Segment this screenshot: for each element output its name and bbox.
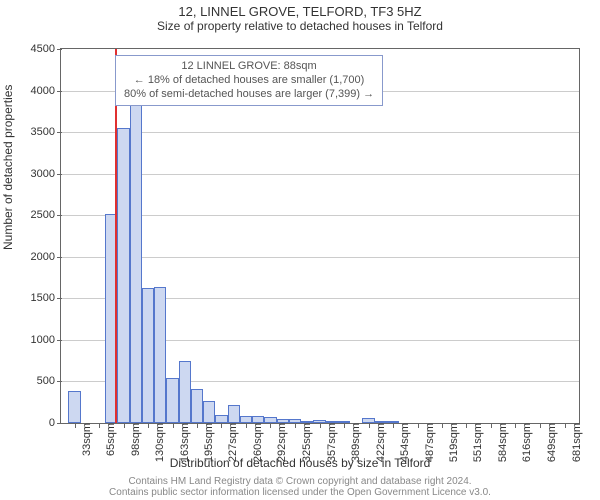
- y-tick-label: 2000: [31, 251, 61, 263]
- x-tick-mark: [124, 423, 125, 428]
- y-tick-label: 4000: [31, 85, 61, 97]
- histogram-bar: [166, 378, 178, 423]
- y-tick-label: 500: [37, 375, 61, 387]
- x-axis-label: Distribution of detached houses by size …: [0, 456, 600, 470]
- x-tick-label: 33sqm: [79, 423, 93, 456]
- x-tick-mark: [320, 423, 321, 428]
- histogram-bar: [68, 391, 80, 423]
- credit-line: Contains HM Land Registry data © Crown c…: [0, 476, 600, 487]
- y-tick-label: 1000: [31, 334, 61, 346]
- x-tick-mark: [540, 423, 541, 428]
- callout-line: 12 LINNEL GROVE: 88sqm: [124, 60, 374, 74]
- x-tick-mark: [270, 423, 271, 428]
- x-tick-mark: [221, 423, 222, 428]
- histogram-bar: [117, 128, 129, 423]
- histogram-bar: [240, 416, 252, 423]
- x-tick-mark: [197, 423, 198, 428]
- credit-line: Contains public sector information licen…: [0, 487, 600, 498]
- x-tick-mark: [99, 423, 100, 428]
- plot-area: 05001000150020002500300035004000450033sq…: [60, 48, 580, 424]
- y-tick-label: 3500: [31, 126, 61, 138]
- y-tick-label: 2500: [31, 209, 61, 221]
- y-tick-label: 4500: [31, 43, 61, 55]
- credit-text: Contains HM Land Registry data © Crown c…: [0, 476, 600, 498]
- chart-container: { "chart": { "type": "histogram", "title…: [0, 0, 600, 500]
- callout-line: 80% of semi-detached houses are larger (…: [124, 88, 374, 102]
- x-tick-mark: [565, 423, 566, 428]
- x-tick-mark: [148, 423, 149, 428]
- histogram-bar: [154, 287, 166, 423]
- histogram-bar: [203, 401, 215, 423]
- x-tick-mark: [295, 423, 296, 428]
- histogram-bar: [142, 288, 154, 423]
- y-axis-label: Number of detached properties: [1, 85, 15, 250]
- callout-line: ← 18% of detached houses are smaller (1,…: [124, 74, 374, 88]
- chart-title: 12, LINNEL GROVE, TELFORD, TF3 5HZ: [0, 0, 600, 19]
- histogram-bar: [191, 389, 203, 423]
- x-tick-label: 65sqm: [103, 423, 117, 456]
- histogram-bar: [179, 361, 191, 423]
- x-tick-mark: [344, 423, 345, 428]
- x-tick-mark: [442, 423, 443, 428]
- histogram-bar: [215, 415, 227, 423]
- y-tick-label: 0: [49, 417, 61, 429]
- x-tick-mark: [369, 423, 370, 428]
- callout-box: 12 LINNEL GROVE: 88sqm← 18% of detached …: [115, 55, 383, 106]
- histogram-bar: [228, 405, 240, 423]
- histogram-bar: [130, 76, 142, 423]
- x-tick-mark: [491, 423, 492, 428]
- x-tick-label: 98sqm: [128, 423, 142, 456]
- x-tick-mark: [466, 423, 467, 428]
- x-tick-mark: [173, 423, 174, 428]
- chart-subtitle: Size of property relative to detached ho…: [0, 19, 600, 33]
- y-tick-label: 1500: [31, 292, 61, 304]
- y-tick-label: 3000: [31, 168, 61, 180]
- x-tick-mark: [246, 423, 247, 428]
- histogram-bar: [252, 416, 264, 423]
- x-tick-mark: [515, 423, 516, 428]
- x-tick-mark: [393, 423, 394, 428]
- x-tick-mark: [418, 423, 419, 428]
- x-tick-mark: [75, 423, 76, 428]
